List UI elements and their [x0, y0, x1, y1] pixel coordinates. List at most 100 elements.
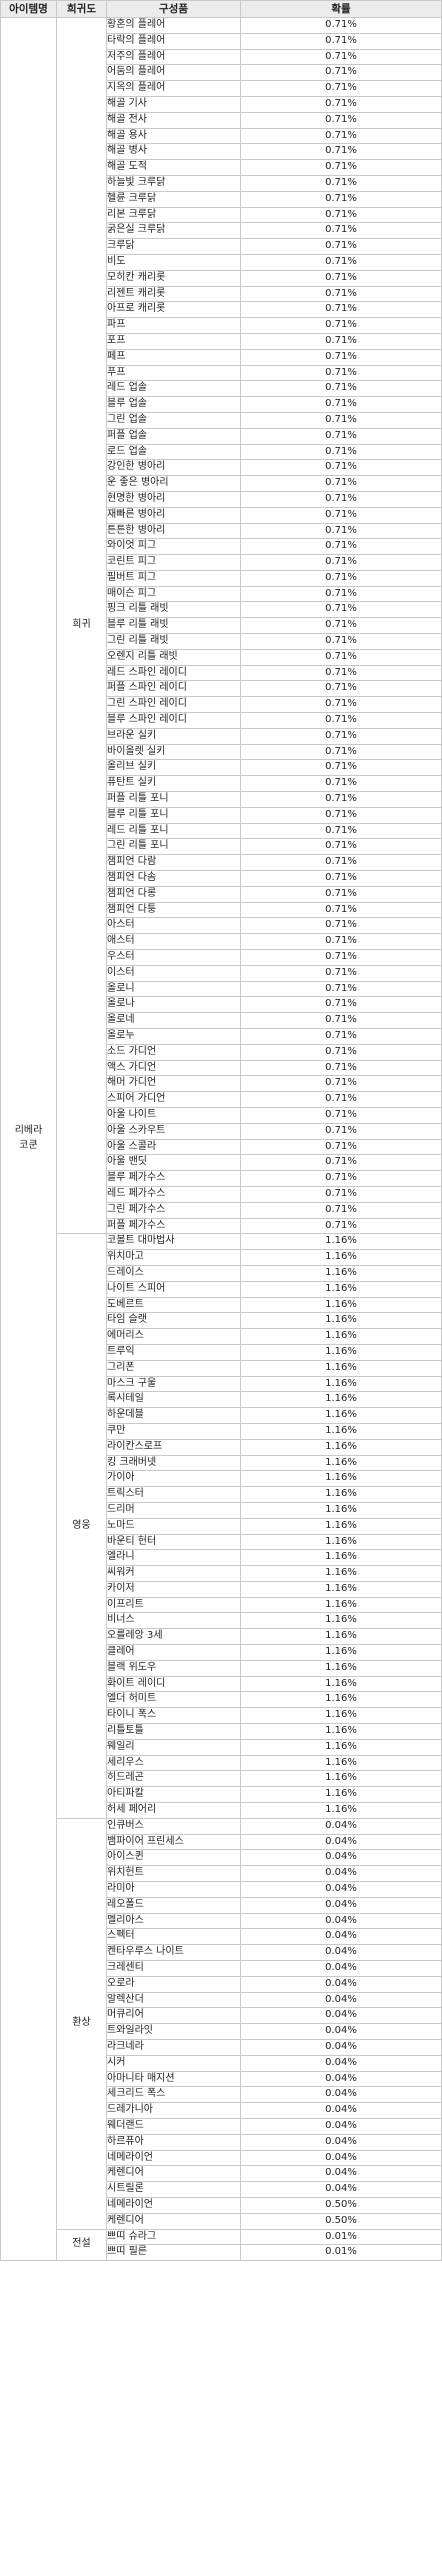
probability-cell: 0.71%	[240, 980, 442, 998]
table-row: 헬륜 크루닭 0.71%	[1, 190, 442, 208]
component-cell: 블루 스파인 레이디	[106, 712, 241, 729]
probability-cell: 0.71%	[240, 48, 442, 66]
probability-cell: 1.16%	[240, 1786, 442, 1804]
component-cell: 타락의 플레어	[106, 32, 241, 50]
table-row: 아마니타 매지션 0.04%	[1, 2070, 442, 2088]
table-row: 록시테일 1.16%	[1, 1391, 442, 1409]
table-row: 리베라 코쿤 희귀 황혼의 플레어 0.71%	[0, 16, 442, 2262]
table-row: 드레이스 1.16%	[1, 1264, 442, 1282]
probability-cell: 0.04%	[240, 2039, 442, 2056]
component-cell: 아티파칼	[106, 1786, 241, 1804]
component-cell: 로드 업솔	[106, 443, 241, 461]
component-cell: 페프	[106, 348, 241, 366]
table-body: 리베라 코쿤 희귀 황혼의 플레어 0.71% 타락의 플레어 0.71% 저주의 플레어 0.…	[0, 16, 442, 2262]
component-cell: 해머 가디언	[106, 1075, 241, 1093]
table-row: 블루 리틀 래빗 0.71%	[1, 617, 442, 635]
probability-cell: 0.04%	[240, 1991, 442, 2009]
component-cell: 머큐리어	[106, 2007, 241, 2025]
probability-cell: 1.16%	[240, 1454, 442, 1472]
component-cell: 알렉산더	[106, 1991, 241, 2009]
component-cell: 현명한 병아리	[106, 490, 241, 508]
component-cell: 파프	[106, 317, 241, 334]
component-cell: 클레어	[106, 1644, 241, 1661]
component-cell: 비도	[106, 253, 241, 271]
component-cell: 하늘빛 크루닭	[106, 174, 241, 192]
probability-cell: 1.16%	[240, 1738, 442, 1756]
probability-cell: 0.04%	[240, 1865, 442, 1883]
component-cell: 크레센티	[106, 1960, 241, 1977]
probability-cell: 1.16%	[240, 1438, 442, 1456]
probability-cell: 1.16%	[240, 1596, 442, 1614]
table-row: 해골 도적 0.71%	[1, 159, 442, 176]
component-cell: 레오폴드	[106, 1896, 241, 1914]
probability-cell: 0.71%	[240, 364, 442, 382]
probability-cell: 0.71%	[240, 222, 442, 240]
component-cell: 레드 페가수스	[106, 1185, 241, 1203]
probability-cell: 0.71%	[240, 791, 442, 808]
component-cell: 라크네라	[106, 2039, 241, 2056]
table-row: 아스터 0.71%	[1, 917, 442, 935]
component-cell: 뱀파이어 프린세스	[106, 1833, 241, 1851]
table-row: 엘더 허미트 1.16%	[1, 1691, 442, 1709]
probability-cell: 0.71%	[240, 396, 442, 413]
component-cell: 퓨탄트 실키	[106, 775, 241, 793]
table-row: 케렌디어 0.50%	[1, 2212, 442, 2230]
probability-cell: 0.04%	[240, 1849, 442, 1867]
probability-cell: 0.71%	[240, 1059, 442, 1077]
table-row: 환상 인큐버스 0.04%	[1, 1817, 442, 2230]
probability-cell: 0.50%	[240, 2196, 442, 2214]
probability-cell: 0.71%	[240, 838, 442, 856]
table-row: 레오폴드 0.04%	[1, 1896, 442, 1914]
probability-cell: 0.04%	[240, 2149, 442, 2167]
probability-cell: 0.71%	[240, 917, 442, 935]
component-cell: 퍼플 리틀 포니	[106, 791, 241, 808]
header-item-name: 아이템명	[0, 0, 57, 18]
probability-cell: 0.71%	[240, 1217, 442, 1235]
probability-cell: 1.16%	[240, 1628, 442, 1646]
component-cell: 도베르트	[106, 1296, 241, 1314]
probability-cell: 0.71%	[240, 806, 442, 824]
probability-cell: 0.71%	[240, 80, 442, 97]
component-cell: 해골 용사	[106, 127, 241, 145]
component-cell: 레드 리틀 포니	[106, 822, 241, 840]
probability-cell: 1.16%	[240, 1675, 442, 1693]
probability-cell: 0.04%	[240, 1975, 442, 1993]
table-row: 아티파칼 1.16%	[1, 1786, 442, 1804]
component-cell: 웨더랜드	[106, 2117, 241, 2135]
probability-cell: 0.71%	[240, 680, 442, 698]
table-row: 아울 나이트 0.71%	[1, 1106, 442, 1124]
component-cell: 블루 페가수스	[106, 1170, 241, 1187]
component-cell: 크루닭	[106, 238, 241, 255]
component-cell: 아울 밴딧	[106, 1154, 241, 1172]
component-cell: 재빠른 병아리	[106, 506, 241, 524]
probability-cell: 1.16%	[240, 1549, 442, 1567]
header-component: 구성품	[106, 0, 241, 18]
table-row: 전설 쁘띠 슈라그 0.01%	[1, 2228, 442, 2262]
probability-cell: 0.71%	[240, 269, 442, 287]
probability-cell: 0.71%	[240, 238, 442, 255]
component-cell: 노마드	[106, 1517, 241, 1535]
probability-cell: 0.71%	[240, 17, 442, 34]
component-cell: 타이니 폭스	[106, 1707, 241, 1725]
component-cell: 비너스	[106, 1612, 241, 1630]
probability-cell: 0.04%	[240, 2007, 442, 2025]
table-row: 챔피언 다롱 0.71%	[1, 885, 442, 903]
table-row: 아프로 캐리롯 0.71%	[1, 301, 442, 319]
component-cell: 올로니	[106, 980, 241, 998]
component-cell: 굵은실 크루닭	[106, 222, 241, 240]
component-cell: 매이슨 피그	[106, 585, 241, 603]
table-row: 필버트 피그 0.71%	[1, 569, 442, 587]
table-row: 코린트 피그 0.71%	[1, 554, 442, 571]
component-cell: 케렌디어	[106, 2212, 241, 2230]
component-cell: 하운데블	[106, 1407, 241, 1424]
component-cell: 퍼플 업솔	[106, 427, 241, 445]
probability-cell: 0.71%	[240, 648, 442, 666]
component-cell: 화이트 레이디	[106, 1675, 241, 1693]
probability-cell: 0.71%	[240, 427, 442, 445]
probability-cell: 0.71%	[240, 317, 442, 334]
probability-cell: 0.71%	[240, 190, 442, 208]
probability-cell: 0.04%	[240, 1928, 442, 1946]
probability-cell: 0.01%	[240, 2228, 442, 2246]
probability-cell: 1.16%	[240, 1328, 442, 1345]
probability-cell: 0.71%	[240, 285, 442, 303]
